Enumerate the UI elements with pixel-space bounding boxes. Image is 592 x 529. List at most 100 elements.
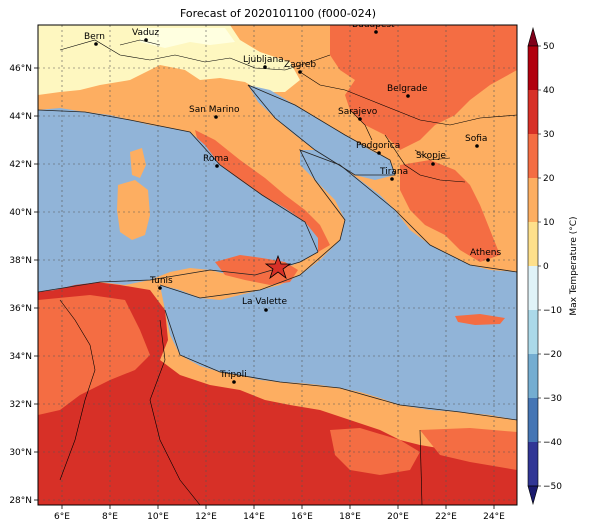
colorbar-seg bbox=[528, 90, 538, 134]
libya-warm-band bbox=[330, 428, 420, 475]
map-title: Forecast of 2020101100 (f000-024) bbox=[180, 7, 376, 20]
colorbar-bottom-arrow bbox=[527, 485, 539, 506]
lat-label: 28°N bbox=[9, 496, 32, 506]
city-tripoli[interactable]: Tripoli bbox=[219, 370, 247, 384]
lat-axis: 46°N 44°N 42°N 40°N 38°N 36°N 34°N 32°N … bbox=[9, 64, 38, 506]
city-label: Roma bbox=[203, 154, 229, 164]
colorbar: 50 40 30 20 10 0 −10 −20 −30 −40 −50 Max… bbox=[527, 26, 579, 506]
city-athens[interactable]: Athens bbox=[470, 248, 501, 262]
city-belgrade[interactable]: Belgrade bbox=[387, 84, 428, 98]
colorbar-tick-label: 50 bbox=[543, 42, 555, 52]
balkan-warm-zone bbox=[330, 25, 517, 150]
city-label: Vaduz bbox=[132, 28, 159, 38]
city-label: Tripoli bbox=[219, 370, 247, 380]
colorbar-seg bbox=[528, 222, 538, 266]
lat-label: 42°N bbox=[9, 160, 32, 170]
lon-label: 8°E bbox=[102, 512, 118, 522]
colorbar-tick-label: −40 bbox=[543, 438, 562, 448]
city-san-marino[interactable]: San Marino bbox=[189, 105, 240, 119]
city-markers: Bern Vaduz Budapest Ljubljana Zagreb bbox=[84, 20, 501, 384]
lat-label: 38°N bbox=[9, 256, 32, 266]
egypt-warm-band bbox=[420, 428, 517, 470]
city-label: Zagreb bbox=[284, 60, 316, 70]
city-label: Tirana bbox=[379, 167, 408, 177]
graticule bbox=[38, 25, 517, 505]
lon-label: 12°E bbox=[195, 512, 217, 522]
crete-island bbox=[455, 314, 505, 325]
city-label: Skopje bbox=[416, 151, 446, 161]
colorbar-seg bbox=[528, 266, 538, 310]
lon-label: 18°E bbox=[339, 512, 361, 522]
lat-label: 36°N bbox=[9, 304, 32, 314]
colorbar-seg bbox=[528, 310, 538, 354]
city-bern[interactable]: Bern bbox=[84, 32, 105, 46]
colorbar-tick-label: 20 bbox=[543, 174, 555, 184]
map-frame bbox=[37, 24, 518, 506]
lon-label: 14°E bbox=[243, 512, 265, 522]
colorbar-seg bbox=[528, 442, 538, 486]
lat-label: 32°N bbox=[9, 400, 32, 410]
city-label: La Valette bbox=[242, 297, 287, 307]
coastlines bbox=[38, 84, 517, 421]
city-label: Bern bbox=[84, 32, 105, 42]
colorbar-tick-label: −30 bbox=[543, 394, 562, 404]
adriatic-sea bbox=[248, 85, 395, 180]
alpine-cool-zone bbox=[38, 25, 300, 95]
city-tunis[interactable]: Tunis bbox=[149, 276, 173, 290]
colorbar-seg bbox=[528, 46, 538, 90]
lat-label: 44°N bbox=[9, 112, 32, 122]
colorbar-tick-label: 10 bbox=[543, 218, 555, 228]
lat-label: 46°N bbox=[9, 64, 32, 74]
city-skopje[interactable]: Skopje bbox=[416, 151, 446, 166]
city-label: Sarajevo bbox=[338, 107, 378, 117]
colorbar-seg bbox=[528, 178, 538, 222]
colorbar-seg bbox=[528, 354, 538, 398]
north-africa-warm-band bbox=[38, 295, 150, 415]
lon-axis: 6°E 8°E 10°E 12°E 14°E 16°E 18°E 20°E 22… bbox=[54, 505, 505, 522]
lon-label: 22°E bbox=[435, 512, 457, 522]
city-vaduz[interactable]: Vaduz bbox=[132, 28, 159, 42]
city-budapest[interactable]: Budapest bbox=[352, 20, 395, 34]
lat-label: 34°N bbox=[9, 352, 32, 362]
lat-label: 30°N bbox=[9, 448, 32, 458]
map-area: Bern Vaduz Budapest Ljubljana Zagreb bbox=[37, 20, 518, 506]
greece-warm-zone bbox=[400, 160, 500, 262]
colorbar-tick-label: −20 bbox=[543, 350, 562, 360]
colorbar-tick-label: 0 bbox=[543, 262, 549, 272]
colorbar-seg bbox=[528, 134, 538, 178]
city-zagreb[interactable]: Zagreb bbox=[284, 60, 316, 74]
city-podgorica[interactable]: Podgorica bbox=[356, 141, 400, 155]
city-label: Budapest bbox=[352, 20, 395, 30]
colorbar-tick-label: 40 bbox=[543, 86, 555, 96]
star-marker-icon[interactable] bbox=[264, 254, 292, 280]
lon-label: 16°E bbox=[291, 512, 313, 522]
city-sarajevo[interactable]: Sarajevo bbox=[338, 107, 378, 121]
city-label: Tunis bbox=[149, 276, 173, 286]
city-label: Sofia bbox=[465, 134, 487, 144]
lon-label: 20°E bbox=[387, 512, 409, 522]
alpine-light-zone bbox=[140, 28, 235, 48]
sardinia-island bbox=[117, 180, 150, 240]
city-label: Ljubljana bbox=[243, 55, 284, 65]
city-ljubljana[interactable]: Ljubljana bbox=[243, 55, 284, 69]
city-label: Podgorica bbox=[356, 141, 400, 151]
city-sofia[interactable]: Sofia bbox=[465, 134, 487, 148]
corsica-island bbox=[130, 148, 146, 178]
city-label: Athens bbox=[470, 248, 501, 258]
lat-label: 40°N bbox=[9, 208, 32, 218]
city-tirana[interactable]: Tirana bbox=[379, 167, 408, 181]
city-roma[interactable]: Roma bbox=[203, 154, 229, 168]
colorbar-tick-label: −10 bbox=[543, 306, 562, 316]
colorbar-tick-label: 30 bbox=[543, 130, 555, 140]
colorbar-tick-label: −50 bbox=[543, 482, 562, 492]
colorbar-seg bbox=[528, 398, 538, 442]
country-borders bbox=[59, 39, 517, 505]
colorbar-top-arrow bbox=[527, 26, 539, 47]
city-label: Belgrade bbox=[387, 84, 428, 94]
lon-label: 10°E bbox=[147, 512, 169, 522]
city-la-valette[interactable]: La Valette bbox=[242, 297, 287, 312]
colorbar-label: Max Temperature (°C) bbox=[569, 216, 579, 315]
city-label: San Marino bbox=[189, 105, 240, 115]
lon-label: 6°E bbox=[54, 512, 70, 522]
